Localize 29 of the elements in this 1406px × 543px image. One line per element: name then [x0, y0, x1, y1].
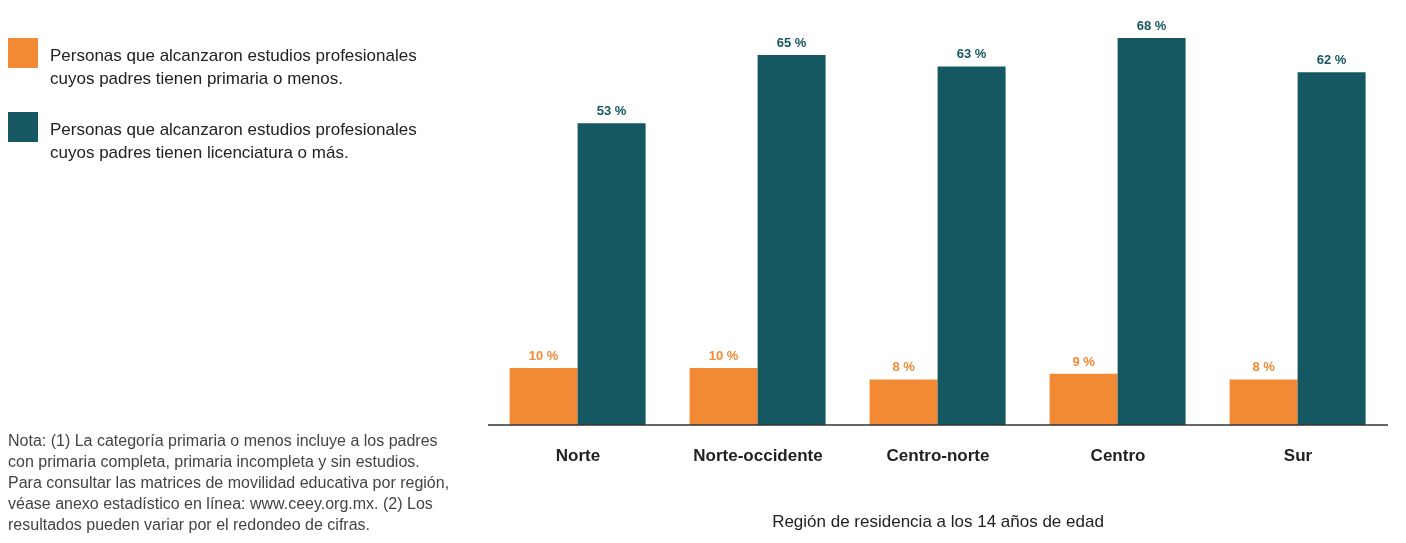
- bar: [1297, 72, 1366, 425]
- bar: [1117, 38, 1186, 425]
- x-tick-label: Norte-occidente: [693, 446, 823, 466]
- text: Nota: (1) La categoría primaria o menos incluye a los padres con primaria completa, primaria incompleta y sin estudios. Para consultar las matrices de movilidad educativa por región, véase anexo estadístico en línea: www.ceey.org.mx. (2) Los resultados pueden variar por el redondeo de cifras.: [8, 431, 451, 535]
- x-tick-label: Sur: [1283, 446, 1313, 466]
- bar: [1049, 373, 1118, 425]
- x-axis-title: Región de residencia a los 14 años de edad: [772, 512, 1104, 531]
- bar: [689, 368, 758, 425]
- bar: [869, 379, 938, 425]
- x-tick-label: Norte: [555, 446, 601, 466]
- legend-label: Personas que alcanzaron estudios profesionales cuyos padres tienen primaria o menos.: [50, 45, 418, 90]
- bar: [1229, 379, 1298, 425]
- data-label: 62 %: [1316, 52, 1347, 68]
- data-label: 8 %: [892, 359, 916, 375]
- data-label: 68 %: [1136, 18, 1167, 33]
- x-tick-label: Centro: [1090, 446, 1146, 466]
- bar: [509, 368, 578, 425]
- data-label: 9 %: [1072, 353, 1096, 369]
- data-label: 10 %: [708, 348, 739, 364]
- data-label: 63 %: [956, 46, 987, 62]
- data-label: 8 %: [1252, 359, 1276, 375]
- data-label: 10 %: [528, 348, 559, 364]
- x-tick-label: Centro-norte: [886, 446, 990, 466]
- bar: [757, 55, 826, 425]
- data-label: 65 %: [776, 35, 807, 51]
- bar: [577, 123, 646, 425]
- bar: [937, 66, 1006, 425]
- data-label: 53 %: [596, 103, 627, 119]
- legend-label: Personas que alcanzaron estudios profesionales cuyos padres tienen licenciatura o más.: [50, 119, 418, 164]
